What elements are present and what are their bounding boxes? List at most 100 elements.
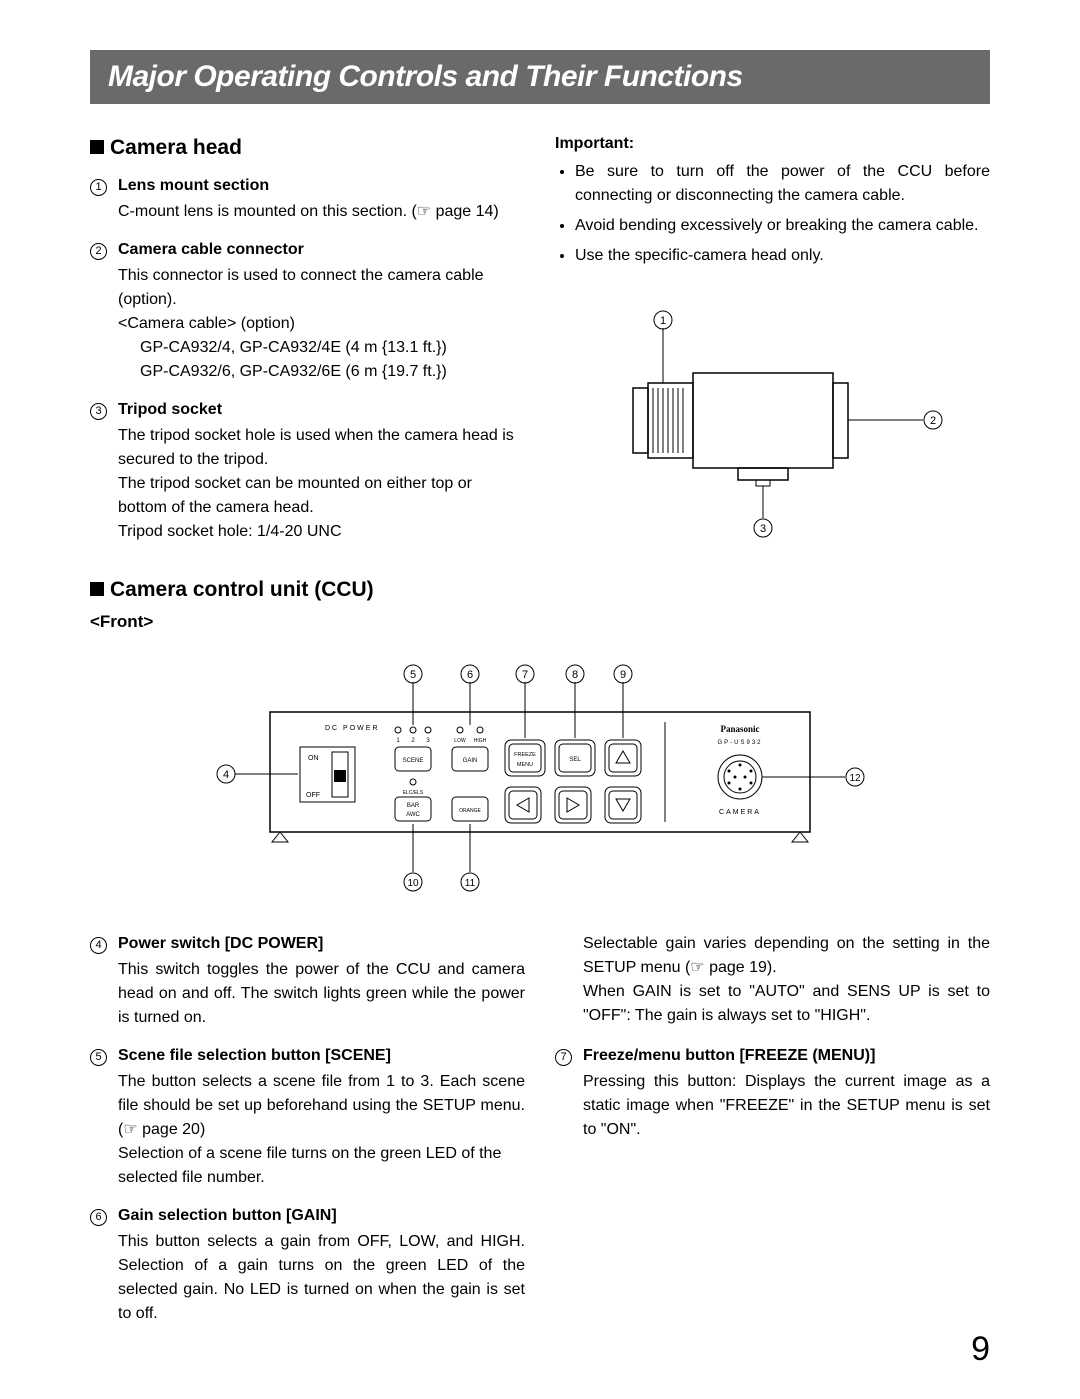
circled-2-icon: 2	[90, 243, 107, 260]
callout-11: 11	[461, 824, 479, 891]
svg-text:ELC/ELS: ELC/ELS	[403, 790, 424, 796]
item-2-title: Camera cable connector	[118, 238, 525, 262]
item-3-number: 3	[90, 399, 107, 422]
camera-port-label: CAMERA	[719, 809, 761, 816]
item-7-number: 7	[555, 1045, 572, 1068]
item-7: 7 Freeze/menu button [FREEZE (MENU)] Pre…	[555, 1044, 990, 1142]
item-6: 6 Gain selection button [GAIN] This butt…	[90, 1204, 525, 1326]
item-5-number: 5	[90, 1045, 107, 1068]
item-4-body: This switch toggles the power of the CCU…	[118, 958, 525, 1030]
item-5-line2: Selection of a scene file turns on the g…	[118, 1142, 525, 1190]
callout-3: 3	[759, 523, 765, 535]
item-2-number: 2	[90, 239, 107, 262]
item-1-title: Lens mount section	[118, 174, 525, 198]
front-subheading: <Front>	[90, 612, 990, 632]
callout-4: 4	[217, 765, 298, 783]
svg-text:HIGH: HIGH	[474, 738, 487, 744]
circled-7-icon: 7	[555, 1049, 572, 1066]
camera-head-diagram: 1 2 3	[555, 308, 990, 548]
svg-text:1: 1	[396, 738, 400, 744]
camera-head-svg: 1 2 3	[563, 308, 983, 538]
right-col-1: Important: Be sure to turn off the power…	[555, 132, 990, 558]
svg-text:9: 9	[620, 669, 626, 681]
svg-text:4: 4	[223, 769, 229, 781]
svg-text:FREEZE: FREEZE	[514, 752, 536, 758]
svg-text:SEL: SEL	[569, 757, 581, 763]
svg-text:10: 10	[407, 878, 419, 889]
item-7-title: Freeze/menu button [FREEZE (MENU)]	[583, 1044, 990, 1068]
callout-7: 7	[516, 665, 534, 738]
left-col-2: 4 Power switch [DC POWER] This switch to…	[90, 932, 525, 1340]
callout-8: 8	[566, 665, 584, 738]
ccu-heading: Camera control unit (CCU)	[90, 578, 990, 602]
item-2-line2: <Camera cable> (option)	[118, 312, 525, 336]
left-col-1: Camera head 1 Lens mount section C-mount…	[90, 132, 525, 558]
item-3-line2: The tripod socket can be mounted on eith…	[118, 472, 525, 520]
circled-1-icon: 1	[90, 179, 107, 196]
upper-columns: Camera head 1 Lens mount section C-mount…	[90, 132, 990, 558]
item-5-line1: The button selects a scene file from 1 t…	[118, 1070, 525, 1142]
item-6-number: 6	[90, 1205, 107, 1228]
btn-scene-label: SCENE	[403, 758, 424, 764]
item-2: 2 Camera cable connector This connector …	[90, 238, 525, 384]
item-1-body: C-mount lens is mounted on this section.…	[118, 200, 525, 224]
item-1-number: 1	[90, 175, 107, 198]
important-b2: Avoid bending excessively or breaking th…	[575, 214, 990, 238]
ccu-title-text: Camera control unit (CCU)	[110, 578, 374, 601]
item-5-title: Scene file selection button [SCENE]	[118, 1044, 525, 1068]
square-bullet-icon-2	[90, 582, 104, 596]
svg-text:8: 8	[572, 669, 578, 681]
label-off: OFF	[306, 792, 320, 799]
circled-4-icon: 4	[90, 937, 107, 954]
important-list: Be sure to turn off the power of the CCU…	[555, 160, 990, 268]
square-bullet-icon	[90, 140, 104, 154]
btn-gain-label: GAIN	[463, 758, 478, 764]
page-number: 9	[971, 1330, 990, 1369]
svg-text:2: 2	[411, 738, 415, 744]
svg-text:5: 5	[410, 669, 416, 681]
item-2-line4: GP-CA932/6, GP-CA932/6E (6 m {19.7 ft.})	[118, 360, 525, 384]
item-6-body: This button selects a gain from OFF, LOW…	[118, 1230, 525, 1326]
svg-text:MENU: MENU	[517, 762, 533, 768]
callout-10: 10	[404, 824, 422, 891]
right-p2: When GAIN is set to "AUTO" and SENS UP i…	[583, 980, 990, 1028]
item-4-number: 4	[90, 933, 107, 956]
item-3-title: Tripod socket	[118, 398, 525, 422]
important-b3: Use the specific-camera head only.	[575, 244, 990, 268]
item-7-body: Pressing this button: Displays the curre…	[583, 1070, 990, 1142]
right-col-2: Selectable gain varies depending on the …	[555, 932, 990, 1340]
brand-text: Panasonic	[720, 724, 759, 734]
camera-head-heading: Camera head	[90, 132, 525, 164]
item-1: 1 Lens mount section C-mount lens is mou…	[90, 174, 525, 224]
svg-text:AWC: AWC	[406, 812, 420, 818]
item-2-body: This connector is used to connect the ca…	[118, 264, 525, 384]
circled-6-icon: 6	[90, 1209, 107, 1226]
svg-text:LOW: LOW	[454, 738, 466, 744]
circled-3-icon: 3	[90, 403, 107, 420]
callout-12: 12	[762, 768, 864, 786]
svg-text:BAR: BAR	[407, 803, 420, 809]
item-2-line1: This connector is used to connect the ca…	[118, 264, 525, 312]
lower-columns: 4 Power switch [DC POWER] This switch to…	[90, 932, 990, 1340]
callout-1: 1	[659, 315, 665, 327]
right-p1: Selectable gain varies depending on the …	[583, 932, 990, 980]
important-b1: Be sure to turn off the power of the CCU…	[575, 160, 990, 208]
item-5: 5 Scene file selection button [SCENE] Th…	[90, 1044, 525, 1190]
callout-2: 2	[929, 415, 935, 427]
callout-5: 5	[404, 665, 422, 725]
circled-5-icon: 5	[90, 1049, 107, 1066]
item-3: 3 Tripod socket The tripod socket hole i…	[90, 398, 525, 544]
item-3-body: The tripod socket hole is used when the …	[118, 424, 525, 544]
label-on: ON	[308, 755, 319, 762]
important-heading: Important:	[555, 132, 990, 156]
svg-text:11: 11	[465, 878, 476, 889]
camera-head-title-text: Camera head	[110, 136, 242, 159]
ccu-svg: DC POWER ON OFF 1 2 3 SCENE LOW HIGH GAI…	[180, 652, 900, 902]
callout-6: 6	[461, 665, 479, 725]
item-6-title: Gain selection button [GAIN]	[118, 1204, 525, 1228]
ccu-front-diagram: DC POWER ON OFF 1 2 3 SCENE LOW HIGH GAI…	[180, 652, 900, 902]
callout-9: 9	[614, 665, 632, 738]
item-2-line3: GP-CA932/4, GP-CA932/4E (4 m {13.1 ft.})	[118, 336, 525, 360]
right-continuation: Selectable gain varies depending on the …	[555, 932, 990, 1028]
label-dc-power: DC POWER	[325, 725, 380, 732]
